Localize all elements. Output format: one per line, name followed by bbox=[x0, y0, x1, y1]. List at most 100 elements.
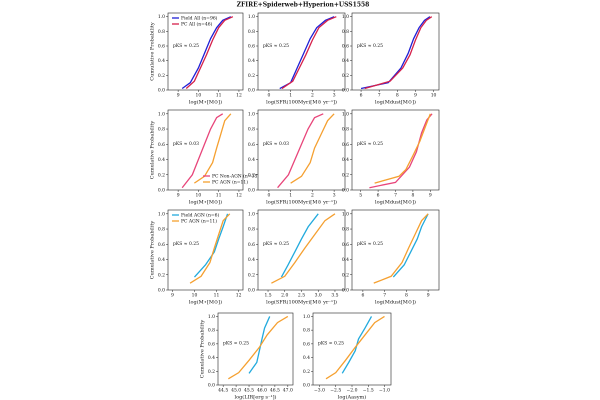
y-tick-label: 1.0 bbox=[342, 211, 349, 217]
x-tick-label: 10 bbox=[431, 93, 437, 99]
legend-label: PC AGN (n=11) bbox=[181, 218, 217, 225]
y-tick-label: 0.4 bbox=[248, 157, 255, 163]
x-tick-label: 9 bbox=[177, 193, 180, 199]
axes-frame bbox=[351, 12, 440, 91]
cdf-line bbox=[290, 113, 335, 184]
cdf-line bbox=[228, 315, 289, 380]
x-tick-label: 11 bbox=[216, 193, 222, 199]
annotation: pKS ≈ 0.25 bbox=[357, 43, 383, 49]
y-tick-label: 0.2 bbox=[248, 73, 255, 79]
cdf-line bbox=[374, 113, 431, 184]
x-axis-label: log(M⋆[M⊙]) bbox=[189, 199, 222, 206]
x-tick-label: 6 bbox=[377, 193, 380, 199]
y-tick-label: 0.8 bbox=[158, 227, 165, 233]
x-tick-label: 9 bbox=[414, 93, 417, 99]
x-tick-label: 7 bbox=[378, 93, 381, 99]
x-tick-label: 3.5 bbox=[331, 293, 338, 299]
x-tick-label: 2 bbox=[311, 93, 314, 99]
y-tick-label: 0.0 bbox=[303, 383, 310, 389]
x-tick-label: 9 bbox=[427, 293, 430, 299]
x-tick-label: 11 bbox=[216, 93, 222, 99]
annotation: pKS ≈ 0.03 bbox=[263, 141, 289, 147]
cdf-line bbox=[181, 113, 224, 189]
y-tick-label: 0.2 bbox=[248, 272, 255, 278]
legend-label: Field All (n=96) bbox=[181, 15, 218, 22]
y-tick-label: 1.0 bbox=[248, 111, 255, 117]
y-tick-label: 0.0 bbox=[158, 188, 165, 194]
y-tick-label: 0.8 bbox=[208, 328, 215, 334]
y-tick-label: 0.4 bbox=[342, 257, 349, 263]
x-tick-label: 47.0 bbox=[283, 388, 293, 394]
y-axis-label: Cumulative Probability bbox=[150, 221, 156, 280]
axes-frame bbox=[257, 209, 346, 291]
legend-label: PC AGN (n=11) bbox=[212, 179, 248, 186]
x-axis-label: log(Mdust[M⊙]) bbox=[375, 199, 416, 206]
axes-frame bbox=[257, 12, 346, 91]
x-axis-label: log(SFR(100Myr)[M⊙ yr⁻¹]) bbox=[266, 99, 337, 106]
x-tick-label: −2.0 bbox=[347, 388, 358, 394]
x-axis-label: log(LIR[erg s⁻¹]) bbox=[234, 394, 276, 400]
cdf-line bbox=[392, 213, 429, 278]
y-tick-label: 1.0 bbox=[208, 314, 215, 320]
annotation: pKS ≈ 0.25 bbox=[357, 141, 383, 147]
x-tick-label: 12 bbox=[236, 293, 242, 299]
y-tick-label: 0.6 bbox=[342, 142, 349, 148]
x-tick-label: −2.5 bbox=[330, 388, 341, 394]
annotation: pKS ≈ 0.25 bbox=[357, 241, 383, 247]
cdf-line bbox=[364, 16, 433, 90]
x-tick-label: 46.5 bbox=[270, 388, 280, 394]
annotation: pKS ≈ 0.25 bbox=[223, 341, 249, 347]
y-tick-label: 1.0 bbox=[342, 14, 349, 20]
x-tick-label: 9 bbox=[429, 193, 432, 199]
cdf-line bbox=[280, 213, 319, 278]
cdf-line bbox=[271, 213, 336, 284]
x-axis-label: log(SFR(100Myr)[M⊙ yr⁻¹]) bbox=[266, 299, 337, 306]
legend-label: PC All (n=46) bbox=[181, 21, 213, 28]
y-tick-label: 1.0 bbox=[342, 111, 349, 117]
x-axis-label: log(Mdust[M⊙]) bbox=[375, 99, 416, 106]
x-axis-label: log(Aasym) bbox=[338, 394, 366, 400]
y-tick-label: 0.6 bbox=[342, 242, 349, 248]
x-tick-label: 45.5 bbox=[244, 388, 254, 394]
y-tick-label: 1.0 bbox=[248, 14, 255, 20]
cdf-line bbox=[185, 16, 234, 90]
y-tick-label: 0.8 bbox=[342, 127, 349, 133]
x-tick-label: 5 bbox=[359, 193, 362, 199]
legend-label: Field AGN (n=6) bbox=[181, 212, 219, 219]
annotation: pKS ≈ 0.25 bbox=[263, 43, 289, 49]
y-tick-label: 0.2 bbox=[158, 172, 165, 178]
y-tick-label: 0.6 bbox=[248, 142, 255, 148]
y-tick-label: 0.0 bbox=[342, 88, 349, 94]
x-tick-label: 8 bbox=[405, 293, 408, 299]
cdf-line bbox=[325, 315, 385, 380]
y-tick-label: 0.4 bbox=[248, 257, 255, 263]
cdf-line bbox=[193, 213, 229, 278]
y-tick-label: 0.8 bbox=[303, 328, 310, 334]
y-tick-label: 0.8 bbox=[158, 29, 165, 35]
y-tick-label: 0.2 bbox=[303, 369, 310, 375]
y-tick-label: 0.2 bbox=[342, 272, 349, 278]
x-tick-label: 6 bbox=[360, 93, 363, 99]
y-tick-label: 0.4 bbox=[248, 58, 255, 64]
x-tick-label: 46.0 bbox=[257, 388, 267, 394]
y-tick-label: 0.6 bbox=[303, 341, 310, 347]
y-tick-label: 1.0 bbox=[303, 314, 310, 320]
y-tick-label: 0.0 bbox=[208, 383, 215, 389]
annotation: pKS ≈ 0.25 bbox=[173, 43, 199, 49]
x-tick-label: 3 bbox=[333, 193, 336, 199]
y-tick-label: 0.2 bbox=[342, 73, 349, 79]
annotation: pKS ≈ 0.03 bbox=[173, 141, 199, 147]
y-tick-label: 0.0 bbox=[342, 188, 349, 194]
x-tick-label: 1.5 bbox=[264, 293, 271, 299]
y-tick-label: 0.0 bbox=[158, 288, 165, 294]
x-tick-label: 7 bbox=[394, 193, 397, 199]
y-tick-label: 0.8 bbox=[248, 227, 255, 233]
y-tick-label: 0.4 bbox=[208, 355, 215, 361]
y-tick-label: 0.8 bbox=[342, 29, 349, 35]
y-tick-label: 0.2 bbox=[158, 73, 165, 79]
x-tick-label: −3.0 bbox=[314, 388, 325, 394]
y-tick-label: 1.0 bbox=[158, 211, 165, 217]
cdf-line bbox=[181, 16, 232, 90]
y-tick-label: 0.6 bbox=[158, 44, 165, 50]
